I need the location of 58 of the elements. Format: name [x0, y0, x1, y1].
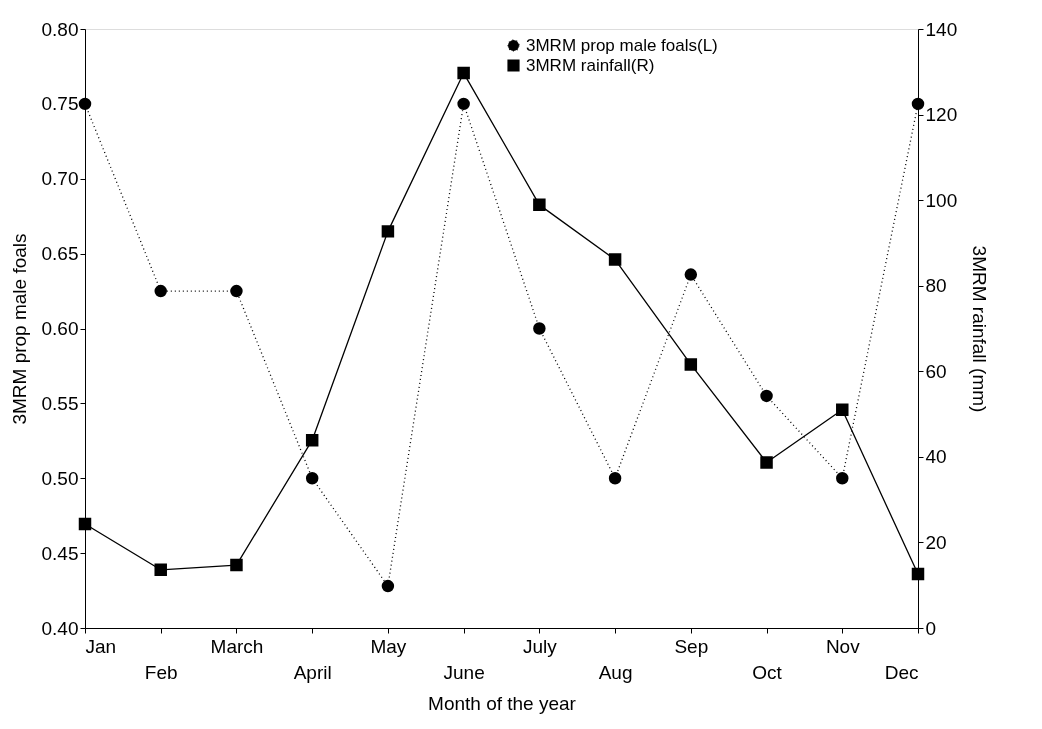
- point: [608, 472, 622, 485]
- x-tick-label: March: [210, 635, 264, 657]
- y-tick-label: 0.80: [41, 18, 79, 40]
- x-tick-label: Feb: [144, 661, 178, 683]
- point: [230, 284, 243, 298]
- point: [684, 268, 698, 281]
- point: [305, 433, 319, 447]
- point: [760, 389, 773, 403]
- point: [154, 563, 167, 577]
- y-tick-label: 0.45: [41, 542, 79, 564]
- point: [760, 456, 773, 469]
- y2-axis-title: 3MRM rainfall (mm): [969, 245, 991, 413]
- y2-tick-label: 120: [925, 104, 958, 126]
- x-tick-label: Jan: [85, 635, 117, 657]
- point: [684, 358, 698, 371]
- y-tick-label: 0.65: [41, 243, 79, 265]
- point: [911, 567, 925, 581]
- point: [381, 579, 395, 593]
- point: [457, 66, 470, 80]
- legend-label: 3MRM rainfall(R): [526, 55, 655, 75]
- x-tick-label: June: [443, 661, 485, 683]
- point: [230, 558, 243, 572]
- point: [457, 97, 470, 111]
- y2-tick-label: 100: [925, 189, 958, 211]
- y-tick-label: 0.75: [41, 93, 79, 115]
- point: [78, 517, 92, 531]
- y-axis-title: 3MRM prop male foals: [8, 233, 30, 425]
- x-tick-label: Aug: [598, 661, 633, 683]
- x-tick-label: April: [293, 661, 332, 683]
- point: [836, 472, 849, 485]
- y2-tick-label: 60: [925, 360, 947, 382]
- point: [608, 253, 622, 266]
- x-tick-label: Sep: [674, 635, 709, 657]
- y2-tick-label: 140: [925, 18, 958, 40]
- x-tick-label: July: [522, 635, 558, 657]
- point: [305, 472, 319, 485]
- y-tick-label: 0.70: [41, 168, 79, 190]
- point: [836, 403, 849, 417]
- y-tick-label: 0.55: [41, 392, 79, 414]
- legend-label: 3MRM prop male foals(L): [526, 35, 718, 55]
- point: [533, 322, 546, 335]
- y2-tick-label: 80: [925, 275, 947, 297]
- y2-tick-label: 20: [925, 531, 947, 553]
- point: [533, 198, 546, 212]
- x-tick-label: May: [370, 635, 407, 657]
- point: [381, 225, 395, 238]
- x-tick-label: Oct: [752, 661, 783, 683]
- y-tick-label: 0.60: [41, 318, 79, 339]
- x-tick-label: Dec: [884, 661, 919, 683]
- point: [78, 97, 92, 111]
- point: [911, 97, 925, 111]
- y-tick-label: 0.40: [41, 617, 79, 639]
- x-tick-label: Nov: [825, 635, 861, 657]
- point: [154, 284, 167, 298]
- x-axis-title: Month of the year: [428, 692, 577, 714]
- y2-tick-label: 0: [925, 617, 937, 639]
- y-tick-label: 0.50: [41, 467, 79, 489]
- y2-tick-label: 40: [925, 446, 947, 468]
